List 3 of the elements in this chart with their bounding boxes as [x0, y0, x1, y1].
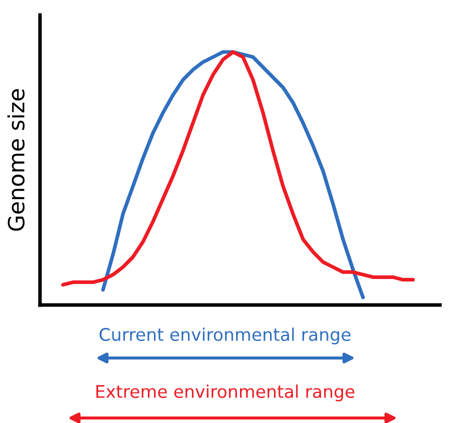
y-axis-title: Genome size [7, 89, 25, 231]
text: Extreme environmental range [96, 384, 354, 402]
text: Current environmental range [100, 328, 350, 344]
